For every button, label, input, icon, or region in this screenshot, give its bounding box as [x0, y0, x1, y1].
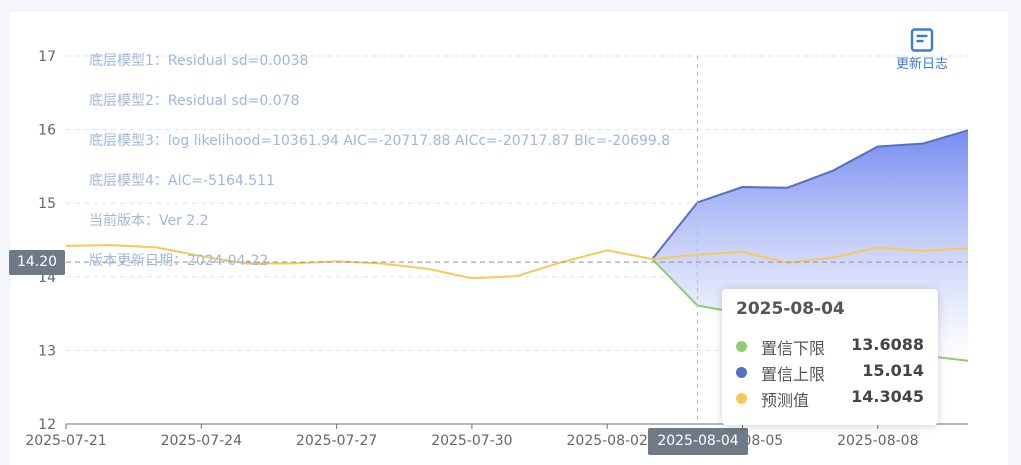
tooltip-series-name: 置信上限	[761, 365, 826, 384]
model-info-line: 底层模型2：Residual sd=0.078	[89, 93, 300, 109]
tooltip-title: 2025-08-04	[736, 299, 845, 319]
model-info-line: 底层模型1：Residual sd=0.0038	[89, 53, 309, 69]
legend-dot-icon	[736, 341, 747, 352]
tooltip-series-name: 置信下限	[761, 339, 826, 358]
crosshair-y-label: 14.20	[9, 250, 65, 275]
x-tick-label: 2025-07-30	[431, 433, 512, 449]
version-line: 当前版本：Ver 2.2	[89, 213, 209, 229]
tooltip-series-value: 15.014	[862, 361, 924, 380]
y-tick-label: 13	[38, 343, 56, 359]
x-tick-label: 2025-08-08	[837, 433, 918, 449]
tooltip-series-value: 14.3045	[851, 387, 924, 406]
document-icon	[910, 28, 934, 52]
y-tick-label: 15	[38, 196, 56, 212]
tooltip-row: 置信下限 13.6088	[736, 335, 924, 358]
crosshair-x-label: 2025-08-04	[648, 428, 748, 455]
y-tick-label: 17	[38, 49, 56, 65]
y-tick-label: 16	[38, 123, 56, 139]
model-info-line: 底层模型4：AIC=-5164.511	[89, 173, 275, 189]
series-line	[651, 129, 969, 260]
tooltip-series-name: 预测值	[761, 391, 810, 410]
tooltip-series-value: 13.6088	[851, 335, 924, 354]
version-date-line: 版本更新日期：2024-04-22	[89, 253, 269, 269]
tooltip-row: 预测值 14.3045	[736, 387, 924, 410]
tooltip-row: 置信上限 15.014	[736, 361, 924, 384]
changelog-button[interactable]: 更新日志	[890, 28, 954, 72]
x-tick-label: 2025-08-02	[567, 433, 648, 449]
x-tick-label: 2025-07-27	[296, 433, 377, 449]
chart-tooltip: 2025-08-04 置信下限 13.6088 置信上限 15.014 预测值 …	[722, 289, 938, 425]
legend-dot-icon	[736, 367, 747, 378]
y-tick-label: 12	[38, 417, 56, 433]
legend-dot-icon	[736, 393, 747, 404]
x-tick-label: 2025-07-24	[161, 433, 242, 449]
model-info-line: 底层模型3：log likelihood=10361.94 AIC=-20717…	[89, 133, 671, 149]
x-tick-label: 2025-07-21	[25, 433, 106, 449]
changelog-label: 更新日志	[895, 57, 948, 72]
